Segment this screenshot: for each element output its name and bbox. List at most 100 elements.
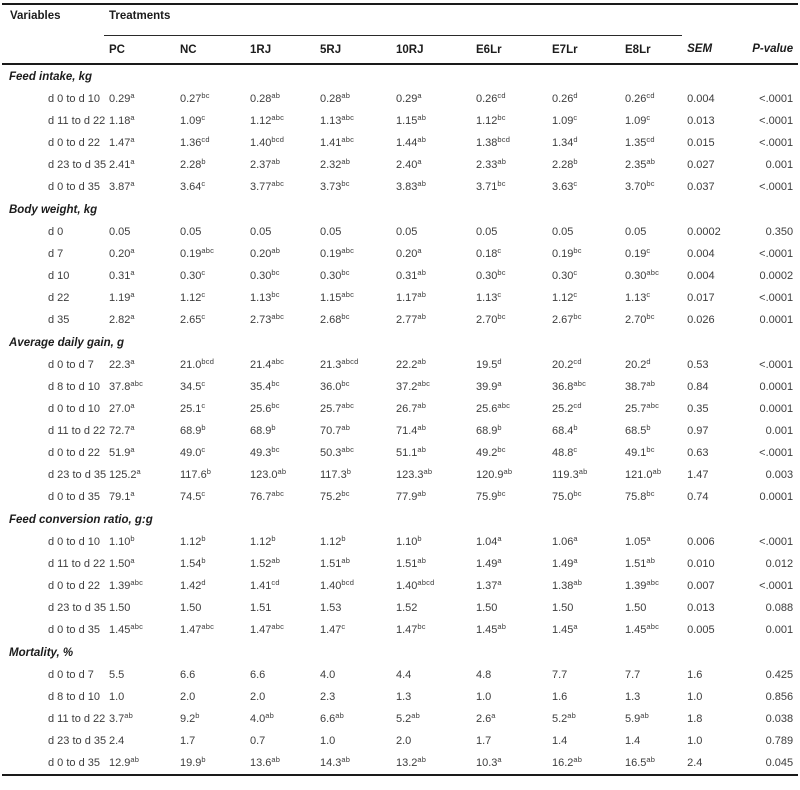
value-cell-1rj: 0.28ab [250,90,281,105]
value-cell-nc: 19.9b [180,754,206,769]
value-cell-5rj: 4.0 [320,669,336,681]
sem-header-spacer [682,4,748,36]
significance-superscript: c [201,444,206,454]
value-cell-10rj: 1.3 [396,691,412,703]
significance-superscript: bc [341,378,350,388]
value-cell-pc: 72.7a [109,422,135,437]
pvalue-cell: 0.038 [765,713,794,725]
value-cell-e8lr: 1.45abc [625,621,660,636]
row-label: d 0 to d 35 [48,491,100,503]
table-row: d 0 to d 10 27.0a 25.1c 25.6bc 25.7abc 26.7ab… [2,398,798,420]
significance-superscript: abc [646,400,660,410]
value-cell-pc: 1.50 [109,602,131,614]
significance-superscript: ab [124,710,134,720]
table-row: d 23 to d 35 125.2a 117.6b 123.0ab 117.3b 123… [2,464,798,486]
sem-cell: 0.74 [687,491,709,503]
significance-superscript: b [271,422,276,432]
value-cell-e6lr: 68.9b [476,422,502,437]
significance-superscript: a [497,577,502,587]
value-cell-5rj: 1.0 [320,735,336,747]
significance-superscript: c [646,245,651,255]
value-cell-e6lr: 25.6abc [476,400,511,415]
sem-cell: 0.004 [687,248,715,260]
row-label: d 0 to d 35 [48,624,100,636]
significance-superscript: c [201,112,206,122]
pvalue-cell: 0.425 [765,669,794,681]
value-cell-e8lr: 121.0ab [625,466,662,481]
significance-superscript: a [130,156,135,166]
table-row: d 0 to d 35 1.45abc 1.47abc 1.47abc 1.47c 1.4… [2,619,798,641]
value-cell-10rj: 0.20a [396,245,422,260]
significance-superscript: b [497,422,502,432]
significance-superscript: ab [646,378,656,388]
value-cell-e6lr: 75.9bc [476,488,506,503]
significance-superscript: a [646,533,651,543]
value-cell-e6lr: 0.05 [476,226,498,238]
significance-superscript: a [417,245,422,255]
value-cell-e8lr: 2.35ab [625,156,656,171]
value-cell-pc: 0.31a [109,267,135,282]
significance-superscript: ab [341,422,351,432]
row-label: d 0 to d 10 [48,536,100,548]
value-cell-10rj: 2.0 [396,735,412,747]
value-cell-e7lr: 1.38ab [552,577,583,592]
row-label: d 0 to d 7 [48,359,94,371]
value-cell-e6lr: 3.71bc [476,178,506,193]
significance-superscript: a [130,245,135,255]
table-row: d 0 to d 7 22.3a 21.0bcd 21.4abc 21.3abcd 22.… [2,354,798,376]
pvalue-cell: <.0001 [759,248,794,260]
row-label: d 0 to d 22 [48,447,100,459]
value-cell-e7lr: 7.7 [552,669,568,681]
significance-superscript: bc [341,267,350,277]
significance-superscript: ab [335,710,345,720]
significance-superscript: abc [341,245,355,255]
header-row-columns: PC NC 1RJ 5RJ 10RJ E6Lr E7Lr E8Lr SEM P-value [2,36,799,64]
value-cell-5rj: 1.15abc [320,289,355,304]
table-row: d 35 2.82a 2.65c 2.73abc 2.68bc 2.77ab 2.70bc 2… [2,309,798,331]
significance-superscript: bc [573,245,582,255]
significance-superscript: ab [640,710,650,720]
value-cell-1rj: 2.37ab [250,156,281,171]
value-cell-nc: 1.50 [180,602,202,614]
value-cell-e8lr: 1.13c [625,289,651,304]
significance-superscript: ab [417,289,427,299]
value-cell-e7lr: 1.49a [552,555,578,570]
value-cell-10rj: 1.44ab [396,134,427,149]
value-cell-e7lr: 119.3ab [552,466,588,481]
significance-superscript: abc [341,112,355,122]
pvalue-cell: 0.001 [765,425,794,437]
pvalue-cell: <.0001 [759,137,794,149]
value-cell-1rj: 123.0ab [250,466,287,481]
value-cell-e7lr: 48.8c [552,444,578,459]
significance-superscript: ab [417,400,427,410]
value-cell-1rj: 1.40bcd [250,134,285,149]
pvalue-cell: <.0001 [759,580,794,592]
value-cell-e6lr: 1.45ab [476,621,507,636]
significance-superscript: d [573,90,578,100]
pvalue-cell: 0.012 [765,558,794,570]
value-cell-e8lr: 20.2d [625,356,651,371]
significance-superscript: a [130,90,135,100]
table-row: d 0 to d 22 1.39abc 1.42d 1.41cd 1.40bcd 1.40… [2,575,798,597]
value-cell-nc: 1.42d [180,577,206,592]
significance-superscript: abc [130,378,144,388]
significance-superscript: ab [417,555,427,565]
value-cell-e7lr: 1.4 [552,735,568,747]
value-cell-nc: 6.6 [180,669,196,681]
significance-superscript: bc [646,488,655,498]
significance-superscript: ab [271,555,281,565]
significance-superscript: a [130,488,135,498]
sem-cell: 0.026 [687,314,715,326]
value-cell-10rj: 5.2ab [396,710,421,725]
significance-superscript: b [206,466,212,476]
significance-superscript: bc [417,621,426,631]
treatment-column-header-1rj: 1RJ [250,43,272,56]
row-label: d 23 to d 35 [48,159,107,171]
sem-cell: 0.027 [687,159,715,171]
value-cell-pc: 125.2a [109,466,141,481]
value-cell-e6lr: 1.50 [476,602,498,614]
row-label: d 0 to d 10 [48,93,100,105]
significance-superscript: abc [271,112,285,122]
value-cell-5rj: 1.41abc [320,134,355,149]
sem-cell: 1.6 [687,669,703,681]
